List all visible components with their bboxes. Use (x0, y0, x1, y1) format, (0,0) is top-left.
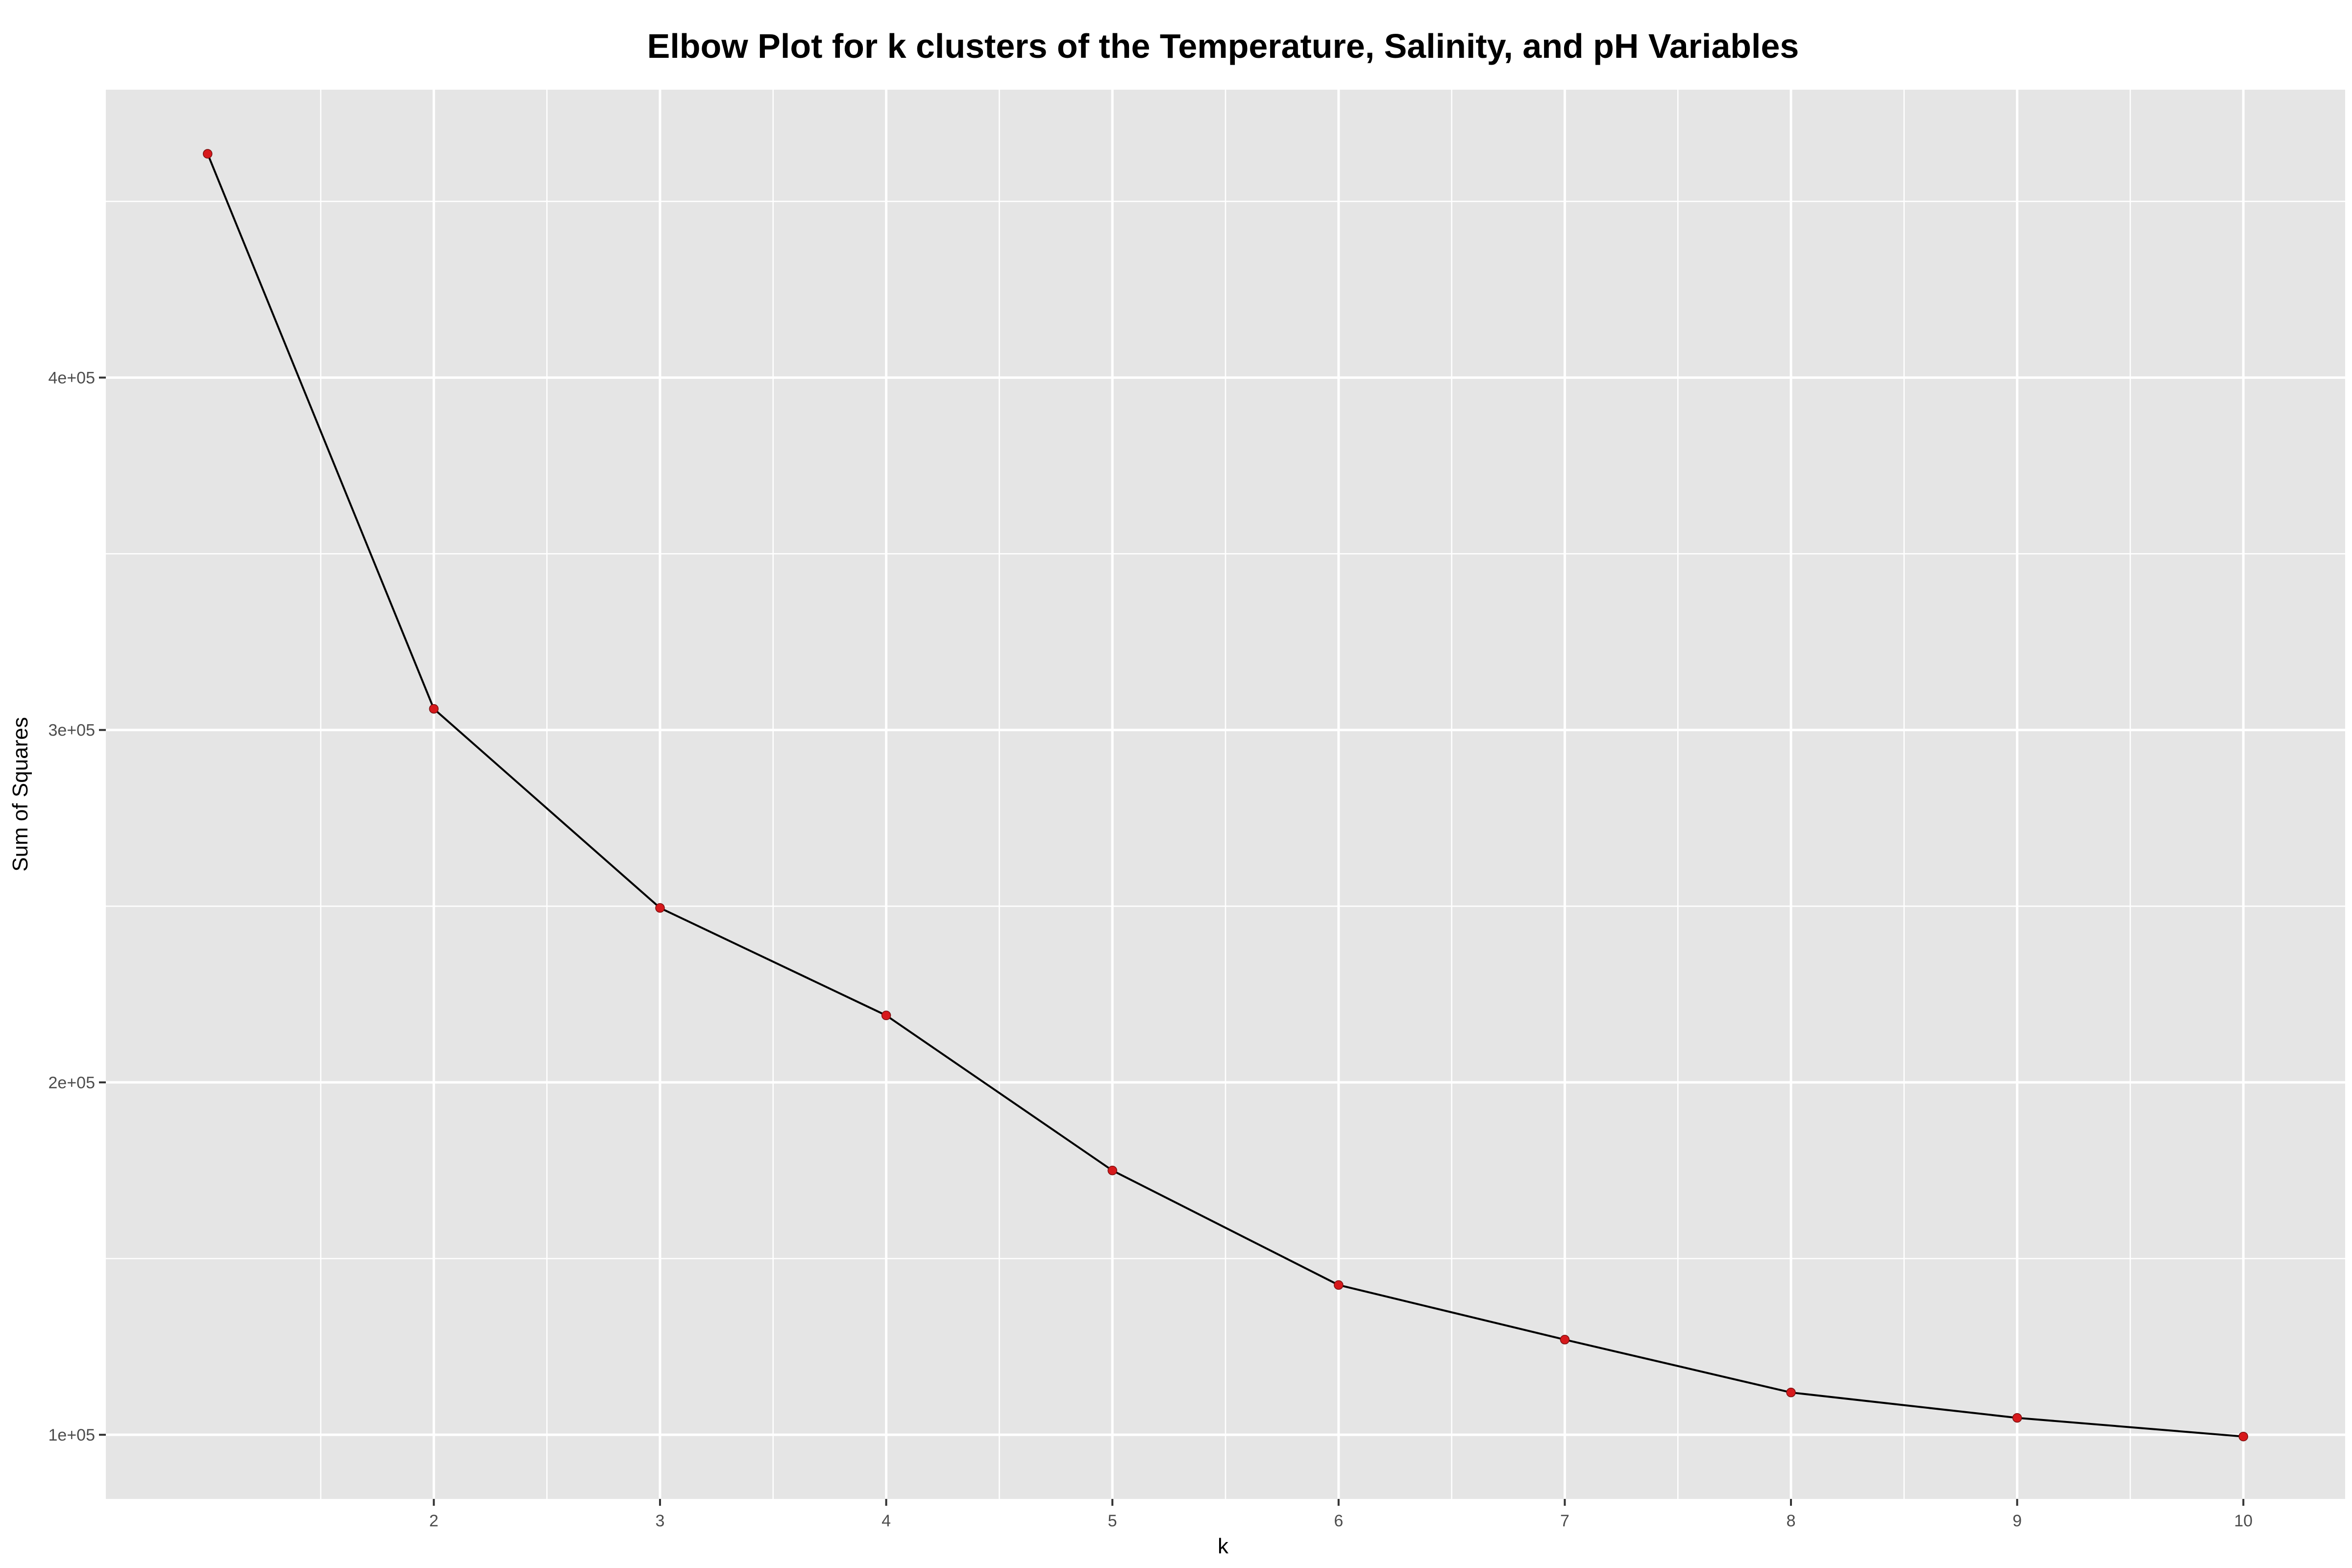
x-axis: 2 3 4 5 6 7 8 9 10 (429, 1499, 2253, 1530)
x-tick-label: 5 (1108, 1512, 1117, 1530)
data-point (2012, 1413, 2022, 1423)
x-tick-label: 10 (2234, 1512, 2253, 1530)
data-point (1334, 1280, 1344, 1290)
data-point (1107, 1165, 1117, 1176)
y-tick-label: 4e+05 (49, 369, 96, 388)
chart-title: Elbow Plot for k clusters of the Tempera… (647, 27, 1799, 65)
x-tick-label: 7 (1560, 1512, 1569, 1530)
y-tick-label: 3e+05 (49, 721, 96, 740)
y-tick-label: 2e+05 (49, 1074, 96, 1092)
x-tick-label: 4 (882, 1512, 891, 1530)
series-line (206, 153, 2244, 1438)
y-tick-label: 1e+05 (49, 1426, 96, 1445)
data-point (881, 1010, 891, 1021)
data-point (1786, 1388, 1796, 1397)
x-tick-label: 9 (2012, 1512, 2022, 1530)
major-gridlines (106, 90, 2345, 1499)
x-tick-label: 2 (429, 1512, 439, 1530)
data-series (202, 149, 2249, 1442)
data-point (429, 704, 439, 714)
y-axis-label: Sum of Squares (8, 717, 32, 872)
data-point (1560, 1335, 1570, 1345)
data-point (202, 149, 213, 159)
data-point (2238, 1431, 2249, 1442)
minor-gridlines (106, 90, 2345, 1499)
x-tick-label: 6 (1334, 1512, 1343, 1530)
y-axis: 1e+05 2e+05 3e+05 4e+05 (49, 369, 106, 1445)
x-tick-label: 8 (1787, 1512, 1796, 1530)
x-tick-label: 3 (655, 1512, 664, 1530)
data-point (655, 903, 665, 913)
x-axis-label: k (1218, 1534, 1229, 1558)
